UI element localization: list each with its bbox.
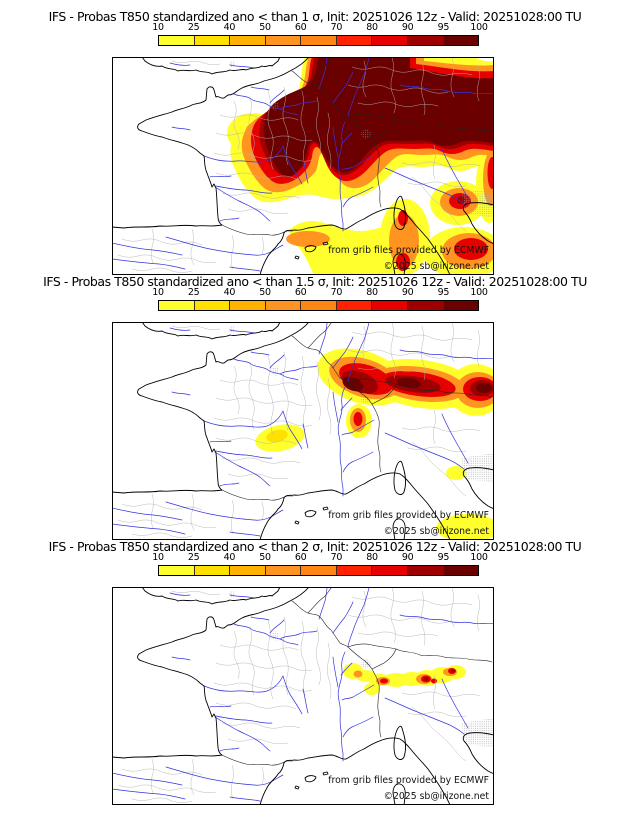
panel-title: IFS - Probas T850 standardized ano < tha… — [48, 9, 582, 24]
panel-1p5sigma: IFS - Probas T850 standardized ano < tha… — [0, 265, 630, 540]
colorbar-segment — [372, 36, 408, 45]
colorbar-tick-label: 90 — [401, 287, 414, 298]
panel-1sigma: IFS - Probas T850 standardized ano < tha… — [0, 0, 630, 275]
colorbar-segment — [194, 301, 231, 310]
colorbar-segment — [230, 301, 266, 310]
colorbar-segment — [159, 566, 195, 575]
colorbar-segment — [443, 36, 479, 45]
colorbar-tick-label: 60 — [294, 22, 307, 33]
credit-copyright: ©2025 sb@irizone.net — [384, 261, 490, 272]
colorbar-tick-label: 100 — [470, 552, 488, 563]
colorbar-tick-label: 80 — [366, 287, 378, 298]
colorbar-tick-label: 10 — [152, 22, 164, 33]
colorbar-tick-label: 50 — [259, 22, 271, 33]
colorbar-tick-label: 70 — [330, 22, 343, 33]
colorbar-segment — [301, 301, 337, 310]
colorbar-tick-label: 80 — [366, 552, 378, 563]
colorbar-tick-label: 25 — [187, 552, 200, 563]
colorbar-tick-label: 10 — [152, 552, 164, 563]
colorbar-tick-label: 10 — [152, 287, 164, 298]
colorbar-segment — [265, 36, 302, 45]
colorbar-segment — [407, 566, 444, 575]
colorbar-segment — [159, 36, 195, 45]
colorbar-tick-label: 90 — [401, 552, 414, 563]
panel-title: IFS - Probas T850 standardized ano < tha… — [48, 539, 582, 554]
colorbar-tick-label: 25 — [187, 287, 200, 298]
colorbar-segment — [407, 301, 444, 310]
colorbar-segment — [194, 36, 231, 45]
panel-2sigma: IFS - Probas T850 standardized ano < tha… — [0, 530, 630, 805]
colorbar-tick-label: 90 — [401, 22, 414, 33]
colorbar-tick-label: 40 — [223, 552, 236, 563]
colorbar-segment — [336, 566, 373, 575]
colorbar-tick-label: 100 — [470, 22, 488, 33]
colorbar-tick-label: 95 — [437, 552, 450, 563]
colorbar-segment — [194, 566, 231, 575]
colorbar-tick-label: 60 — [294, 552, 307, 563]
colorbar-tick-label: 100 — [470, 287, 488, 298]
colorbar — [158, 565, 479, 576]
colorbar-tick-label: 40 — [223, 287, 236, 298]
colorbar-segment — [372, 301, 408, 310]
colorbar-tick-label: 95 — [437, 287, 450, 298]
colorbar-tick-label: 60 — [294, 287, 307, 298]
colorbar-segment — [230, 36, 266, 45]
panel-title: IFS - Probas T850 standardized ano < tha… — [43, 274, 587, 289]
colorbar-segment — [372, 566, 408, 575]
colorbar-tick-label: 80 — [366, 22, 378, 33]
colorbar-segment — [443, 301, 479, 310]
colorbar-segment — [159, 301, 195, 310]
colorbar-tick-labels: 10 25 40 50 60 70 80 90 95 100 — [152, 287, 488, 299]
colorbar-tick-label: 70 — [330, 552, 343, 563]
colorbar-tick-labels: 10 25 40 50 60 70 80 90 95 100 — [152, 22, 488, 34]
map-image-1sigma: from grib files provided by ECMWF ©2025 … — [112, 57, 494, 275]
colorbar-segment — [230, 566, 266, 575]
colorbar-segment — [336, 36, 373, 45]
colorbar — [158, 300, 479, 311]
colorbar-segment — [407, 36, 444, 45]
credit-ecmwf: from grib files provided by ECMWF — [328, 775, 489, 786]
colorbar-tick-label: 95 — [437, 22, 450, 33]
credit-copyright: ©2025 sb@irizone.net — [384, 526, 490, 537]
map-image-1p5sigma: from grib files provided by ECMWF ©2025 … — [112, 322, 494, 540]
colorbar-segment — [265, 301, 302, 310]
credit-copyright: ©2025 sb@irizone.net — [384, 791, 490, 802]
colorbar-tick-label: 50 — [259, 552, 271, 563]
credit-ecmwf: from grib files provided by ECMWF — [328, 245, 489, 256]
colorbar-segment — [265, 566, 302, 575]
colorbar — [158, 35, 479, 46]
colorbar-segment — [336, 301, 373, 310]
colorbar-tick-label: 40 — [223, 22, 236, 33]
colorbar-segment — [301, 36, 337, 45]
colorbar-tick-label: 70 — [330, 287, 343, 298]
colorbar-tick-label: 25 — [187, 22, 200, 33]
colorbar-tick-labels: 10 25 40 50 60 70 80 90 95 100 — [152, 552, 488, 564]
colorbar-tick-label: 50 — [259, 287, 271, 298]
credit-ecmwf: from grib files provided by ECMWF — [328, 510, 489, 521]
colorbar-segment — [301, 566, 337, 575]
colorbar-segment — [443, 566, 479, 575]
map-image-2sigma: from grib files provided by ECMWF ©2025 … — [112, 587, 494, 805]
